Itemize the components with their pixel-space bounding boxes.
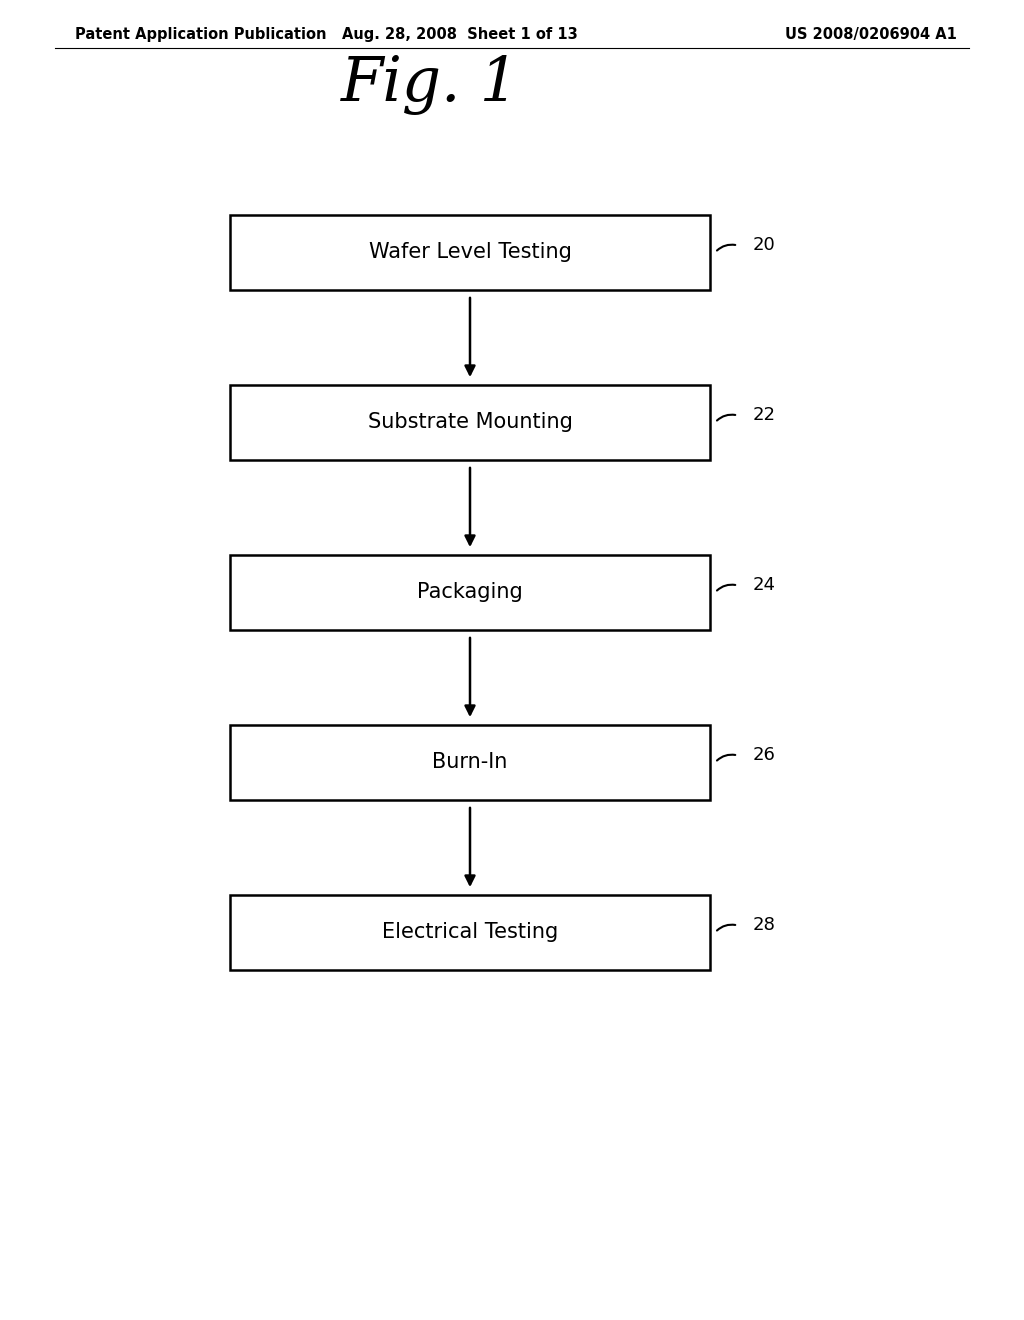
- Bar: [230, 554, 710, 630]
- Text: 20: 20: [753, 236, 776, 255]
- Bar: [230, 725, 710, 800]
- Text: US 2008/0206904 A1: US 2008/0206904 A1: [785, 28, 956, 42]
- Text: Packaging: Packaging: [417, 582, 523, 602]
- Text: Aug. 28, 2008  Sheet 1 of 13: Aug. 28, 2008 Sheet 1 of 13: [342, 28, 578, 42]
- Bar: [230, 385, 710, 459]
- Bar: [230, 215, 710, 290]
- Text: Burn-In: Burn-In: [432, 752, 508, 772]
- Text: 24: 24: [753, 577, 776, 594]
- Text: Fig. 1: Fig. 1: [341, 55, 519, 115]
- Text: 26: 26: [753, 747, 776, 764]
- Bar: [230, 895, 710, 970]
- Text: Patent Application Publication: Patent Application Publication: [75, 28, 327, 42]
- Text: Wafer Level Testing: Wafer Level Testing: [369, 243, 571, 263]
- Text: Electrical Testing: Electrical Testing: [382, 923, 558, 942]
- Text: Substrate Mounting: Substrate Mounting: [368, 412, 572, 433]
- Text: 28: 28: [753, 916, 776, 935]
- Text: 22: 22: [753, 407, 776, 425]
